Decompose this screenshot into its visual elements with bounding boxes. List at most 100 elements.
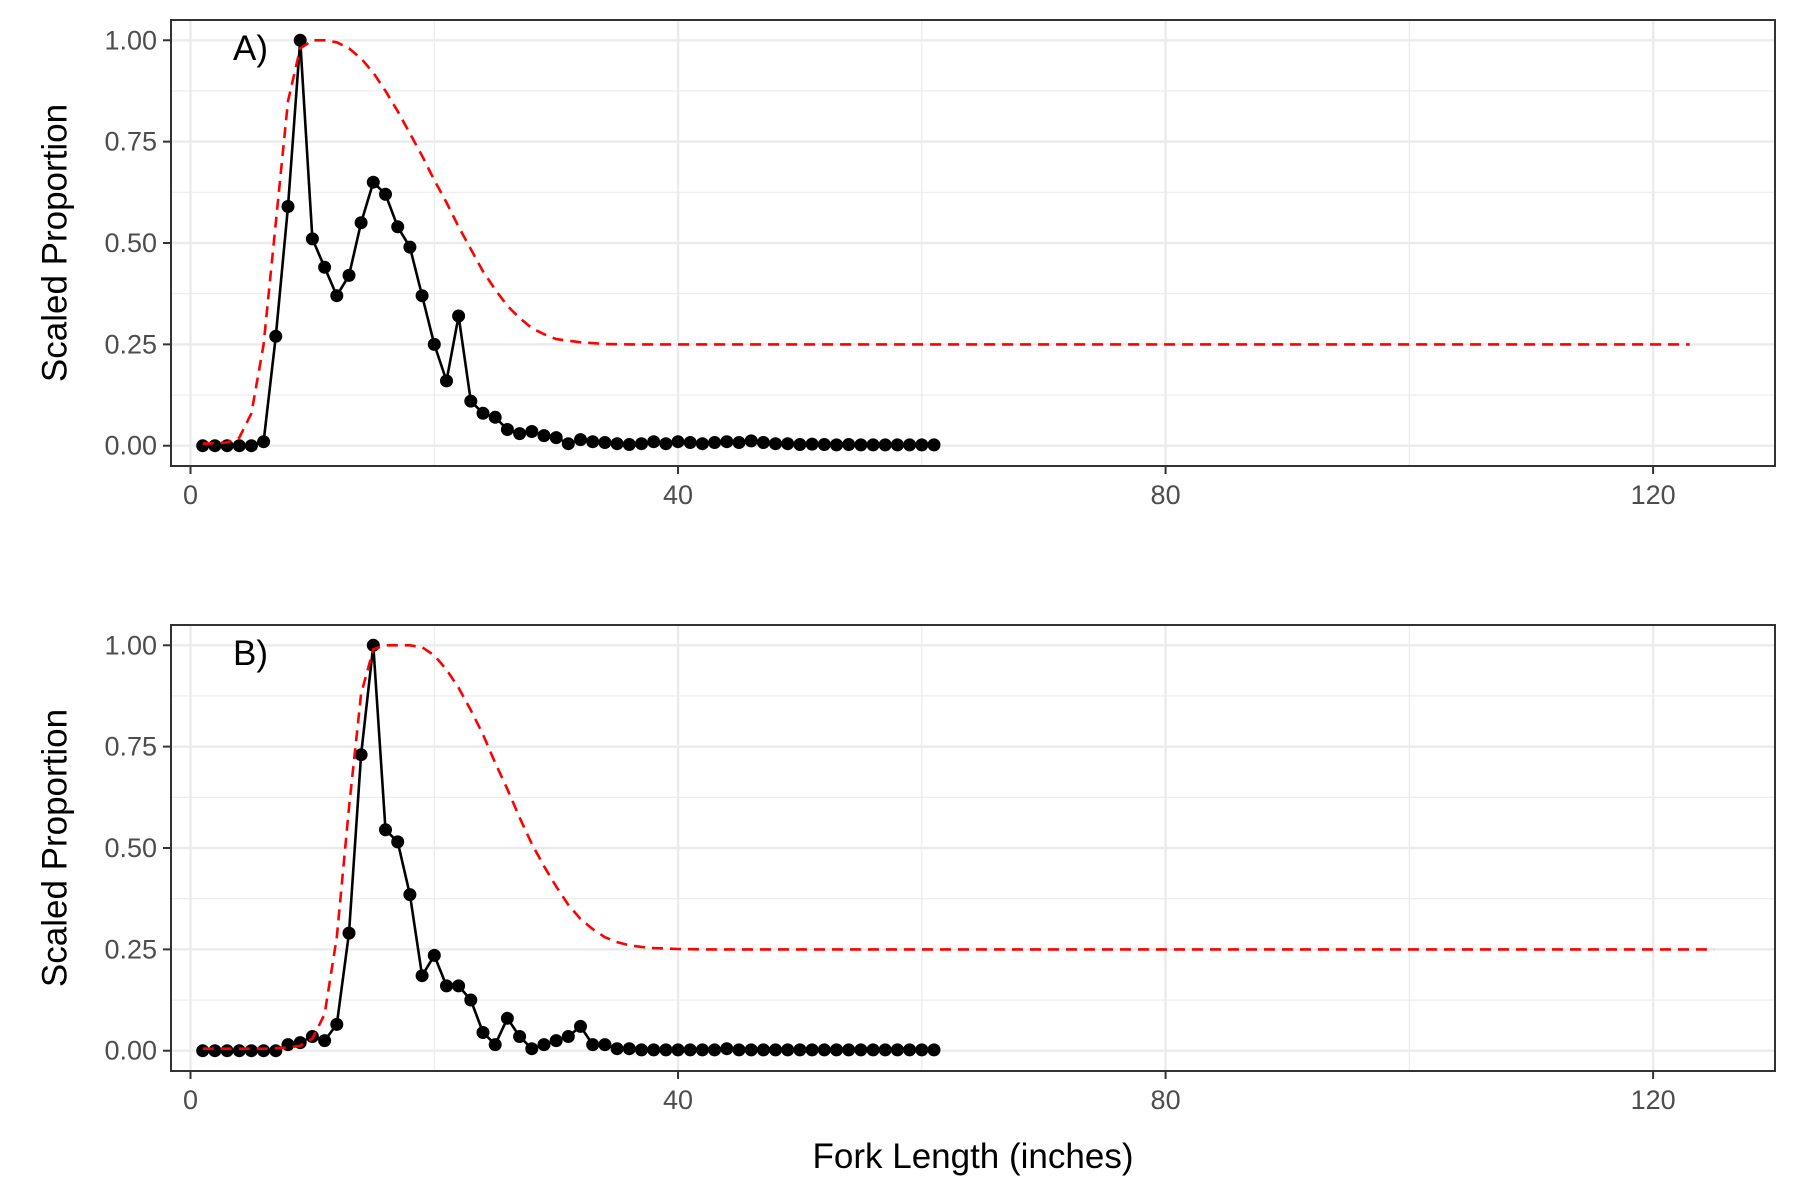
panel-a-observed-point [732,436,746,449]
panel-a-observed-point [647,435,661,449]
panel-a-y-tick-label: 0.75 [104,127,157,157]
panel-b-observed-point [586,1038,600,1052]
panel-a-observed-point [927,438,941,452]
panel-b-observed-point [513,1030,527,1043]
panel-a-observed-point [695,437,709,451]
panel-b-y-tick-label: 0.50 [104,833,157,863]
panel-b-observed-point [866,1043,880,1057]
panel-a-observed-point [817,438,831,451]
panel-b-observed-point [440,979,453,993]
panel-b-x-tick-label: 0 [183,1085,198,1115]
panel-a-observed-point [622,438,636,451]
panel-b-observed-point [659,1043,673,1057]
panel-b-observed-point [915,1043,929,1057]
panel-b-x-tick-label: 80 [1151,1085,1181,1115]
panel-b-observed-point [635,1043,648,1057]
panel-b-observed-point [464,993,478,1007]
panel-b-observed-point [269,1044,283,1058]
panel-b-observed-point [647,1043,661,1057]
panel-a-observed-point [196,439,210,453]
panel-b-x-tick-label: 40 [663,1085,693,1115]
panel-a-observed-point [366,175,380,189]
panel-a-observed-point [720,435,734,449]
panel-b-observed-point [842,1043,856,1057]
panel-a-axis-ticks: 0 40 80 120 0.00 0.25 0.50 0.75 1.00 [104,25,1675,510]
panel-a-x-tick-label: 40 [663,480,693,510]
panel-b-observed-point [598,1038,612,1052]
panel-a-x-tick-label: 120 [1631,480,1676,510]
panel-b-observed-point [244,1044,258,1058]
panel-a-observed-point [403,240,417,254]
panel-a-y-tick-label: 1.00 [104,25,157,55]
panel-b-observed-point [903,1043,917,1057]
panel-b-observed-point [732,1043,746,1057]
panel-a-observed-point [854,438,868,452]
panel-b-y-tick-label: 0.00 [104,1036,157,1066]
panel-a-x-tick-label: 0 [183,480,198,510]
panel-a-observed-point [586,435,600,449]
panel-a-observed-point [427,337,441,351]
panel-b-observed-point [720,1042,734,1056]
panel-a-observed-point [671,435,685,449]
panel-a-y-tick-label: 0.00 [104,431,157,461]
panel-b-x-tick-label: 120 [1631,1085,1676,1115]
panel-b-observed-point [196,1044,210,1058]
panel-a-observed-point [525,425,539,438]
panel-a-observed-point [342,268,356,282]
panel-b-observed-point [342,926,356,940]
panel-b-observed-point [354,748,368,762]
panel-a-observed-point [549,431,563,445]
panel-a-observed-point [878,438,892,452]
panel-b-observed-point [281,1038,295,1052]
panel-b-observed-point [890,1043,904,1057]
panel-a-observed-point [683,436,697,449]
panel-a-x-tick-label: 80 [1151,480,1181,510]
panel-b-observed-point [817,1043,831,1057]
panel-a-observed-point [890,438,904,452]
panel-a: 0 40 80 120 0.00 0.25 0.50 0.75 1.00 A) Scaled P… [35,19,1776,510]
panel-b-observed-point [793,1043,807,1057]
panel-b-observed-point [232,1044,246,1058]
panel-b-observed-point [769,1043,782,1057]
panel-b-observed-point [878,1043,892,1057]
panel-a-y-axis-title: Scaled Proportion [35,104,74,382]
panel-b-observed-point [476,1026,490,1039]
panel-a-observed-point [452,309,466,323]
panel-b-observed-point [549,1034,563,1048]
panel-b-series [196,638,1715,1058]
panel-a-observed-point [318,260,332,274]
panel-b-observed-point [561,1030,575,1043]
panel-b-observed-point [683,1043,697,1057]
panel-b-observed-point [781,1043,795,1057]
panel-b-label: B) [233,634,268,673]
panel-b-observed-point [695,1043,709,1057]
panel-a-observed-point [476,406,490,420]
panel-a-observed-point [610,437,624,451]
panel-a-observed-point [293,33,307,47]
panel-b-observed-point [379,823,392,837]
panel-a-observed-point [769,437,782,451]
panel-a-observed-point [244,439,258,453]
panel-b-observed-point [622,1042,636,1056]
panel-a-y-tick-label: 0.25 [104,329,157,359]
panel-a-observed-point [903,438,917,452]
panel-a-observed-point [269,329,283,343]
panel-b-selectivity-curve [202,643,1715,1050]
panel-b-observed-point [318,1034,332,1048]
panel-a-observed-point [635,437,648,451]
panel-a-series [196,33,1690,453]
panel-a-observed-point [232,439,246,453]
panel-b-y-tick-label: 0.75 [104,732,157,762]
panel-a-observed-point [598,436,612,449]
panel-a-selectivity-curve [202,38,1690,445]
panel-b-observed-point [525,1042,539,1056]
panel-b-observed-point [452,979,466,993]
panel-b-y-axis-title: Scaled Proportion [35,709,74,987]
panel-b-observed-point [403,888,417,902]
panel-a-observed-point [866,438,880,452]
panel-a-observed-point [537,429,551,443]
panel-b-observed-point [671,1043,685,1057]
panel-a-observed-point [574,433,587,447]
